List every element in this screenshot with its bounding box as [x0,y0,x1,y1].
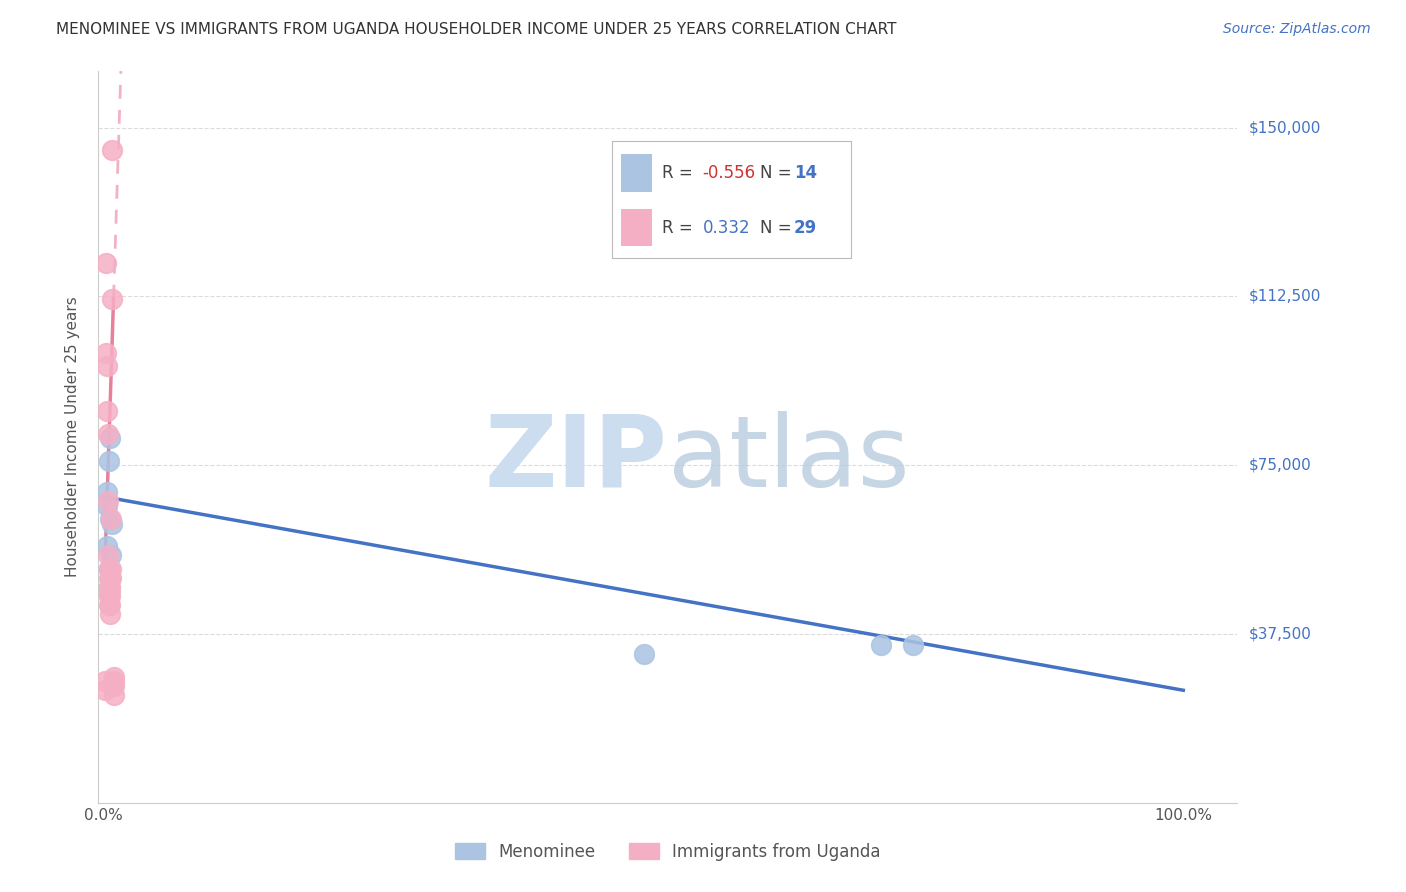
Text: 0.332: 0.332 [703,219,751,236]
Text: MENOMINEE VS IMMIGRANTS FROM UGANDA HOUSEHOLDER INCOME UNDER 25 YEARS CORRELATIO: MENOMINEE VS IMMIGRANTS FROM UGANDA HOUS… [56,22,897,37]
Point [870,638,893,652]
Text: N =: N = [761,164,797,182]
Point [100,548,122,562]
Point [103,670,125,684]
Point [97,494,120,508]
Text: 14: 14 [794,164,817,182]
Text: $75,000: $75,000 [1249,458,1312,473]
Point [96,404,118,418]
Text: ZIP: ZIP [485,410,668,508]
Text: 29: 29 [794,219,817,236]
Point [94,345,117,359]
Point [100,512,122,526]
Point [100,571,122,585]
FancyBboxPatch shape [621,209,652,246]
Point [98,598,121,612]
Point [98,584,121,599]
Point [96,499,118,513]
Point [103,674,125,689]
Point [97,548,120,562]
Point [98,571,121,585]
Point [96,359,118,374]
Point [103,679,125,693]
Point [98,584,121,599]
Text: atlas: atlas [668,410,910,508]
Text: $112,500: $112,500 [1249,289,1320,304]
Point [94,255,117,269]
Point [98,562,121,576]
Point [98,580,121,594]
Point [101,292,124,306]
Point [98,580,121,594]
Point [94,683,117,698]
Legend: Menominee, Immigrants from Uganda: Menominee, Immigrants from Uganda [449,837,887,868]
Text: N =: N = [761,219,797,236]
Point [98,562,121,576]
Point [96,485,118,500]
Point [98,571,121,585]
FancyBboxPatch shape [621,154,652,192]
Text: R =: R = [662,164,697,182]
Point [903,638,925,652]
Point [98,589,121,603]
Point [98,589,121,603]
Point [96,539,118,553]
Point [98,598,121,612]
Text: R =: R = [662,219,703,236]
Point [94,674,117,689]
Point [98,580,121,594]
Point [97,426,120,441]
Point [103,688,125,702]
Point [98,453,121,467]
Point [100,562,122,576]
Y-axis label: Householder Income Under 25 years: Householder Income Under 25 years [65,297,80,577]
Text: Source: ZipAtlas.com: Source: ZipAtlas.com [1223,22,1371,37]
Point [98,431,121,445]
Point [101,143,124,157]
Text: -0.556: -0.556 [703,164,756,182]
Point [98,512,121,526]
Text: $150,000: $150,000 [1249,120,1320,135]
Point [101,516,124,531]
Text: $37,500: $37,500 [1249,626,1312,641]
Point [98,607,121,621]
Point [633,647,655,661]
